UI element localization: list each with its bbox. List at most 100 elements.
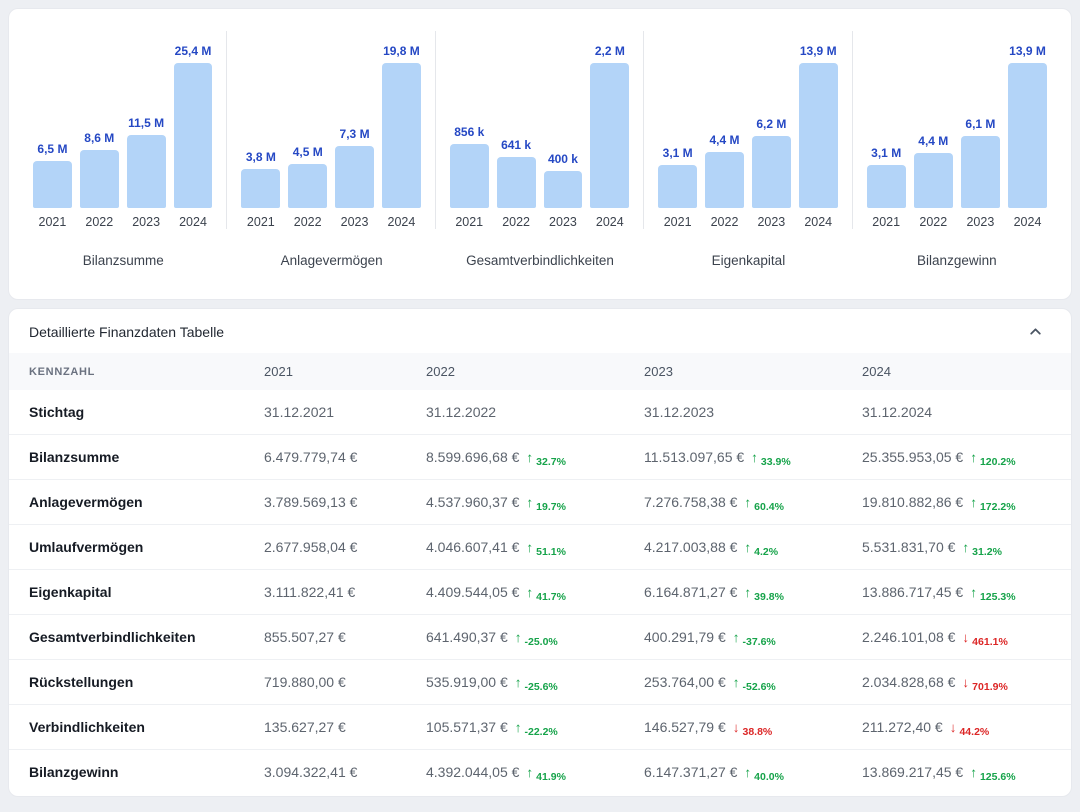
- trend-percentage: 38.8%: [742, 726, 773, 738]
- chart-panel: 856 k 2021 641 k 2022 400 k 2023 2,2 M 2024 Gesa…: [436, 31, 645, 299]
- trend-percentage: 32.7%: [536, 456, 566, 468]
- value-cell: 146.527,79 € ↓ 38.8%: [644, 704, 862, 750]
- trend-percentage: 120.2%: [979, 456, 1016, 468]
- bar-column: 4,4 M 2022: [705, 133, 744, 229]
- cell-value: 19.810.882,86 €: [862, 494, 964, 510]
- x-axis-label: 2021: [663, 215, 692, 229]
- chevron-up-icon: [1030, 328, 1041, 335]
- x-axis-label: 2022: [502, 215, 530, 229]
- x-axis-label: 2024: [595, 215, 624, 229]
- bar: [449, 144, 489, 208]
- collapse-toggle-button[interactable]: [1026, 322, 1045, 341]
- table-row: Bilanzgewinn 3.094.322,41 € 4.392.044,05 €…: [9, 749, 1071, 794]
- value-cell: 5.531.831,70 € ↑ 31.2%: [862, 524, 1071, 570]
- cell-value: 6.479.779,74 €: [264, 449, 358, 465]
- trend-up-icon: ↑: [514, 675, 522, 690]
- cell-value: 4.537.960,37 €: [426, 494, 520, 510]
- table-row: Umlaufvermögen 2.677.958,04 € 4.046.607,41…: [9, 524, 1071, 570]
- bar-value-label: 6,2 M: [756, 117, 787, 131]
- value-cell: 7.276.758,38 € ↑ 60.4%: [644, 479, 862, 525]
- x-axis-label: 2022: [85, 215, 114, 229]
- bar: [496, 157, 536, 208]
- value-cell: 11.513.097,65 € ↑ 33.9%: [644, 434, 862, 480]
- chart-title: Eigenkapital: [711, 253, 786, 268]
- cell-value: 535.919,00 €: [426, 674, 508, 690]
- row-label: Umlaufvermögen: [9, 524, 264, 570]
- bar-value-label: 2,2 M: [594, 44, 625, 58]
- bar-column: 400 k 2023: [543, 152, 583, 229]
- trend-percentage: 125.3%: [979, 591, 1016, 603]
- cell-value: 2.034.828,68 €: [862, 674, 956, 690]
- trend-percentage: -25.0%: [524, 636, 558, 648]
- chart-plot-area: 3,8 M 2021 4,5 M 2022 7,3 M 2023 19,8 M 2024: [227, 31, 436, 229]
- bars-group: 3,1 M 2021 4,4 M 2022 6,1 M 2023 13,9 M 2024: [854, 31, 1060, 229]
- value-cell: 31.12.2021: [264, 390, 426, 435]
- bar-column: 25,4 M 2024: [173, 44, 213, 229]
- bar-column: 13,9 M 2024: [798, 44, 838, 229]
- trend-up-icon: ↑: [970, 450, 977, 465]
- bar-column: 11,5 M 2023: [126, 116, 166, 229]
- cell-value: 4.217.003,88 €: [644, 539, 738, 555]
- bar-value-label: 3,1 M: [871, 146, 902, 160]
- trend-percentage: 125.6%: [979, 771, 1016, 783]
- cell-value: 211.272,40 €: [862, 719, 943, 735]
- x-axis-label: 2021: [246, 215, 275, 229]
- trend-up-icon: ↑: [526, 450, 534, 465]
- bar-value-label: 3,8 M: [245, 150, 276, 164]
- bar-value-label: 400 k: [547, 152, 578, 166]
- x-axis-label: 2023: [340, 215, 369, 229]
- trend-percentage: -37.6%: [742, 636, 776, 648]
- column-header: 2022: [426, 353, 644, 390]
- trend-up-icon: ↑: [526, 495, 534, 510]
- x-axis-label: 2023: [966, 215, 995, 229]
- bar-value-label: 641 k: [501, 138, 532, 152]
- chart-plot-area: 6,5 M 2021 8,6 M 2022 11,5 M 2023 25,4 M 2024: [19, 31, 228, 229]
- value-cell: 535.919,00 € ↑ -25.6%: [426, 659, 644, 705]
- trend-up-icon: ↑: [514, 720, 522, 735]
- trend-up-icon: ↑: [970, 495, 977, 510]
- value-cell: 2.246.101,08 € ↓ 461.1%: [862, 614, 1071, 660]
- value-cell: 3.789.569,13 €: [264, 479, 426, 525]
- cell-value: 146.527,79 €: [644, 719, 726, 735]
- value-cell: 719.880,00 €: [264, 659, 426, 705]
- row-label: Eigenkapital: [9, 569, 264, 615]
- cell-value: 3.111.822,41 €: [264, 584, 356, 600]
- chart-title: Bilanzsumme: [82, 253, 164, 268]
- cell-value: 135.627,27 €: [264, 719, 346, 735]
- table-row: Gesamtverbindlichkeiten 855.507,27 € 641.4…: [9, 614, 1071, 660]
- cell-value: 3.094.322,41 €: [264, 764, 358, 780]
- value-cell: 641.490,37 € ↑ -25.0%: [426, 614, 644, 660]
- bar-value-label: 13,9 M: [1009, 44, 1046, 58]
- x-axis-label: 2022: [293, 215, 322, 229]
- cell-value: 4.046.607,41 €: [426, 539, 520, 555]
- bar: [658, 165, 698, 208]
- value-cell: 6.164.871,27 € ↑ 39.8%: [644, 569, 862, 615]
- chart-title: Anlagevermögen: [280, 253, 383, 268]
- value-cell: 211.272,40 € ↓ 44.2%: [862, 704, 1071, 750]
- trend-percentage: 41.9%: [536, 771, 566, 783]
- bar-value-label: 7,3 M: [339, 127, 370, 141]
- bar-column: 6,1 M 2023: [960, 117, 1000, 229]
- trend-percentage: 19.7%: [536, 501, 566, 513]
- bar-value-label: 25,4 M: [174, 44, 212, 58]
- chart-plot-area: 856 k 2021 641 k 2022 400 k 2023 2,2 M 2024: [436, 31, 645, 229]
- x-axis-label: 2024: [1013, 215, 1042, 229]
- table-row: Eigenkapital 3.111.822,41 € 4.409.544,05 €…: [9, 569, 1071, 615]
- cell-value: 2.677.958,04 €: [264, 539, 358, 555]
- trend-down-icon: ↓: [962, 675, 970, 690]
- trend-up-icon: ↑: [732, 630, 740, 645]
- value-cell: 13.886.717,45 € ↑ 125.3%: [862, 569, 1071, 615]
- trend-percentage: -25.6%: [524, 681, 558, 693]
- value-cell: 4.046.607,41 € ↑ 51.1%: [426, 524, 644, 570]
- cell-value: 3.789.569,13 €: [264, 494, 358, 510]
- value-cell: 13.869.217,45 € ↑ 125.6%: [862, 749, 1071, 794]
- table-section-header[interactable]: Detaillierte Finanzdaten Tabelle: [9, 309, 1071, 353]
- column-header: KENNZAHL: [9, 353, 264, 390]
- trend-up-icon: ↑: [744, 585, 752, 600]
- charts-row: 6,5 M 2021 8,6 M 2022 11,5 M 2023 25,4 M 2024 Bi…: [19, 31, 1061, 299]
- value-cell: 19.810.882,86 € ↑ 172.2%: [862, 479, 1071, 525]
- trend-percentage: 172.2%: [979, 501, 1016, 513]
- bar-value-label: 4,4 M: [918, 134, 949, 148]
- bar: [335, 146, 374, 208]
- cell-value: 2.246.101,08 €: [862, 629, 956, 645]
